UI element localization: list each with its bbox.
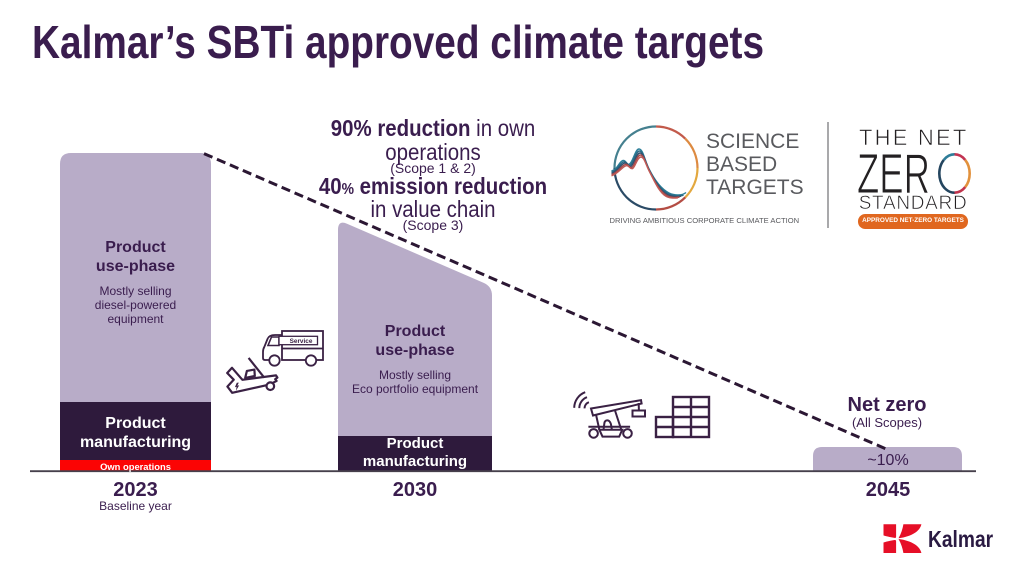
svg-text:Service: Service [290, 338, 313, 345]
